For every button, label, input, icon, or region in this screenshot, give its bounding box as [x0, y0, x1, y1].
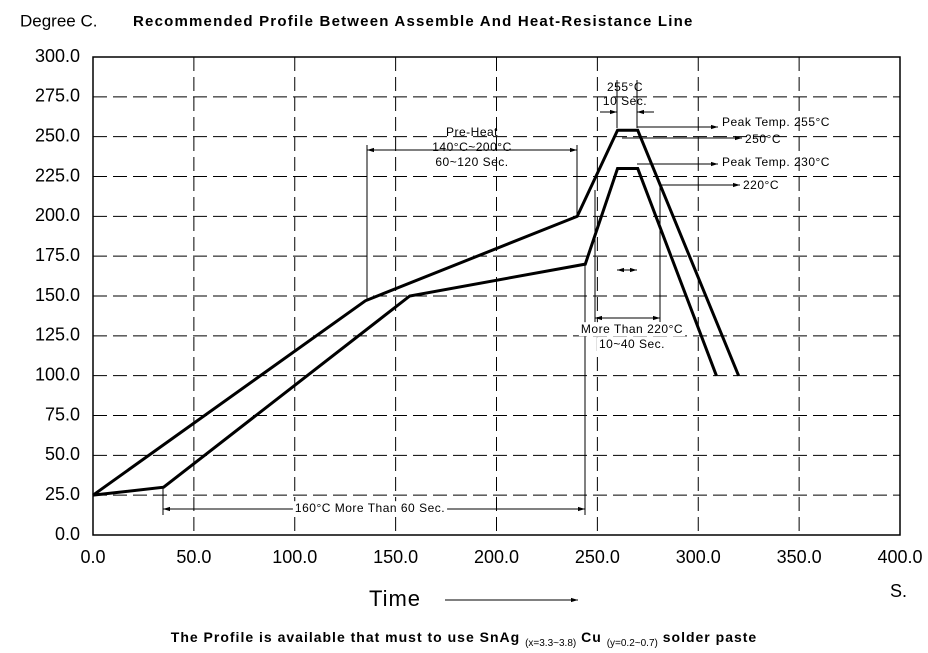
x-tick-label: 250.0 [575, 547, 620, 567]
annotation: 220°C [743, 178, 779, 192]
chart-title: Recommended Profile Between Assemble And… [133, 13, 694, 30]
x-tick-label: 150.0 [373, 547, 418, 567]
y-tick-label: 225.0 [35, 165, 80, 185]
footnote-part: (x=3.3~3.8) [525, 638, 576, 649]
annotation: Peak Temp. 230°C [722, 155, 830, 169]
x-tick-label: 200.0 [474, 547, 519, 567]
footnote-part: The Profile is available that must to us… [171, 629, 520, 645]
x-tick-label: 50.0 [176, 547, 211, 567]
footnote-part: Cu [581, 629, 602, 645]
x-tick-label: 400.0 [877, 547, 922, 567]
x-tick-label: 350.0 [777, 547, 822, 567]
x-tick-label: 0.0 [80, 547, 105, 567]
y-tick-label: 175.0 [35, 245, 80, 265]
annotation: 250°C [745, 132, 781, 146]
annotation: 140°C~200°C [432, 140, 511, 154]
footnote-part: solder paste [663, 629, 757, 645]
annotation-bg [292, 501, 448, 516]
annotation-bg [596, 337, 668, 352]
y-tick-label: 300.0 [35, 46, 80, 66]
footnote-part: (y=0.2~0.7) [607, 638, 658, 649]
footnote: The Profile is available that must to us… [171, 629, 757, 650]
y-tick-label: 150.0 [35, 285, 80, 305]
x-tick-label: 100.0 [272, 547, 317, 567]
y-tick-label: 100.0 [35, 364, 80, 384]
y-tick-label: 125.0 [35, 325, 80, 345]
y-tick-label: 25.0 [45, 484, 80, 504]
x-axis-label: Time [369, 586, 421, 611]
annotation: More Than 220°C [581, 322, 683, 336]
profile-line [92, 128, 740, 497]
annotation: 10 Sec. [603, 94, 647, 108]
y-axis-label: Degree C. [20, 11, 97, 30]
annotation: Pre-Heat [446, 125, 498, 139]
annotation: 160°C More Than 60 Sec. [295, 501, 445, 515]
annotation: 255°C [607, 80, 643, 94]
y-tick-label: 75.0 [45, 404, 80, 424]
y-tick-label: 250.0 [35, 125, 80, 145]
profile-line [92, 167, 718, 497]
annotation: Peak Temp. 255°C [722, 115, 830, 129]
y-tick-label: 0.0 [55, 524, 80, 544]
annotation: 60~120 Sec. [435, 155, 508, 169]
x-unit: S. [890, 581, 907, 601]
plot-frame [92, 56, 901, 536]
y-tick-label: 275.0 [35, 86, 80, 106]
y-tick-label: 50.0 [45, 444, 80, 464]
y-tick-label: 200.0 [35, 205, 80, 225]
annotation: 10~40 Sec. [599, 337, 665, 351]
annotation-bg [578, 322, 686, 337]
x-tick-label: 300.0 [676, 547, 721, 567]
